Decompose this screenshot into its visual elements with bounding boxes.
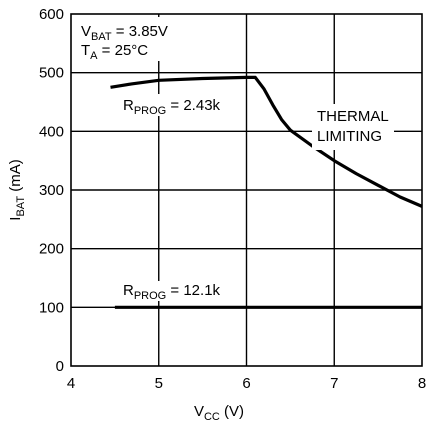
series-label-bg-1 <box>120 281 232 301</box>
annotation-thermal: THERMAL <box>317 108 389 125</box>
plot-frame <box>70 13 423 367</box>
y-tick-label: 300 <box>39 182 64 199</box>
y-tick-label: 600 <box>39 6 64 23</box>
x-tick-label: 5 <box>155 375 163 392</box>
x-axis-label: VCC (V) <box>194 403 244 423</box>
x-tick-label: 4 <box>67 375 75 392</box>
conditions-box <box>75 17 221 61</box>
series-label-bg-0 <box>120 94 232 116</box>
x-tick-labels: 4 5 6 7 8 <box>67 375 426 392</box>
series-layer <box>110 75 423 309</box>
y-tick-label: 200 <box>39 241 64 258</box>
x-tick-label: 7 <box>330 375 338 392</box>
condition-ta: TA = 25°C <box>81 42 148 62</box>
series-line-rprog-2-43k <box>110 75 423 208</box>
y-tick-label: 400 <box>39 123 64 140</box>
y-tick-label: 100 <box>39 299 64 316</box>
x-tick-label: 6 <box>242 375 250 392</box>
x-tick-label: 8 <box>418 375 426 392</box>
series-label-rprog-12-1k: RPROG = 12.1k <box>123 282 221 302</box>
y-axis-label: IBAT (mA) <box>7 159 27 220</box>
annotation-bg <box>312 104 394 150</box>
condition-vbat: VBAT = 3.85V <box>81 23 168 43</box>
y-tick-label: 500 <box>39 65 64 82</box>
grid-lines <box>71 14 422 366</box>
y-tick-labels: 0 100 200 300 400 500 600 <box>39 6 64 375</box>
series-label-rprog-2-43k: RPROG = 2.43k <box>123 97 221 117</box>
y-tick-label: 0 <box>56 358 64 375</box>
annotation-limiting: LIMITING <box>317 128 382 145</box>
